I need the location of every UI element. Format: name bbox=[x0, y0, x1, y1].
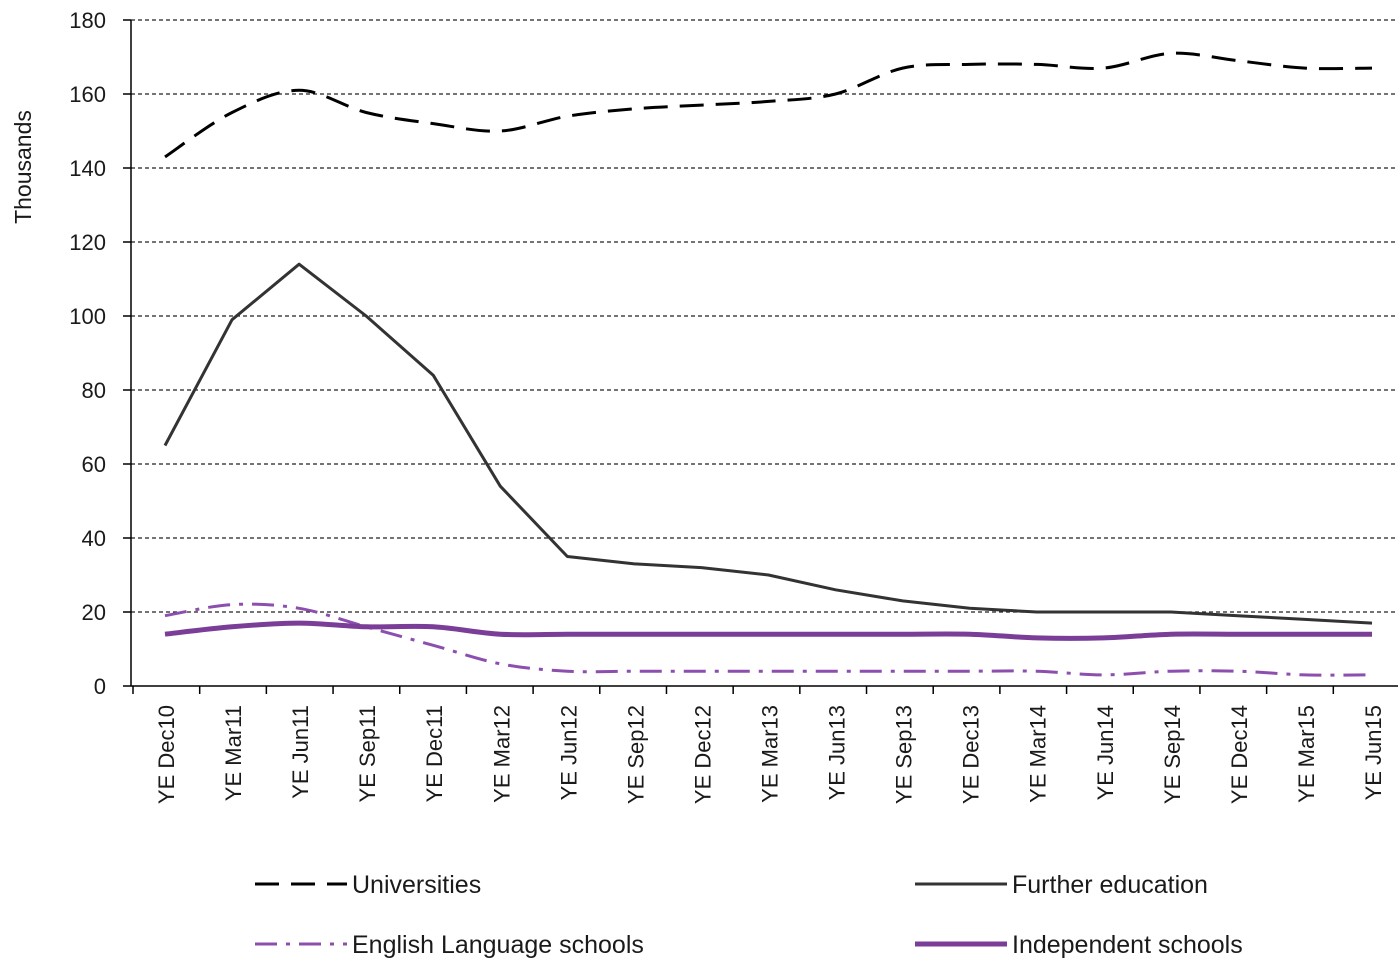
series-line-english-language-schools bbox=[164, 602, 1373, 677]
x-tick-label: YE Dec12 bbox=[690, 705, 715, 804]
series-line-further-education bbox=[163, 262, 1373, 625]
y-tick-label: 100 bbox=[69, 304, 106, 329]
x-tick-label: YE Jun13 bbox=[825, 705, 850, 800]
x-tick-label: YE Jun12 bbox=[556, 705, 581, 800]
y-tick-label: 120 bbox=[69, 230, 106, 255]
y-tick-label: 60 bbox=[82, 452, 106, 477]
series-lines bbox=[163, 51, 1373, 677]
x-tick-label: YE Sep14 bbox=[1160, 705, 1185, 804]
legend-label-independent-schools: Independent schools bbox=[1012, 931, 1243, 959]
x-tick-label: YE Jun14 bbox=[1093, 705, 1118, 800]
x-tick-label: YE Jun11 bbox=[288, 705, 313, 799]
x-tick-label: YE Jun15 bbox=[1361, 705, 1386, 800]
x-tick-label: YE Mar15 bbox=[1294, 705, 1319, 803]
x-tick-label: YE Mar11 bbox=[221, 705, 246, 801]
series-line-universities bbox=[164, 51, 1373, 159]
x-tick-label: YE Dec11 bbox=[422, 705, 447, 802]
x-axis: YE Dec10 YE Mar11 YE Jun11 YE Sep11 YE Dec11… bbox=[131, 685, 1398, 804]
x-tick-label: YE Mar14 bbox=[1026, 705, 1051, 803]
y-axis-title: Thousands bbox=[10, 110, 36, 224]
y-axis: 0 20 40 60 80 100 120 140 160 180 bbox=[69, 8, 132, 699]
series-line-independent-schools bbox=[164, 620, 1372, 641]
x-tick-label: YE Dec10 bbox=[154, 705, 179, 804]
legend-label-further-education: Further education bbox=[1012, 871, 1208, 899]
x-tick-label: YE Mar13 bbox=[758, 705, 783, 803]
legend: Universities Further education English Lan… bbox=[255, 871, 1243, 959]
y-tick-label: 40 bbox=[82, 526, 106, 551]
x-tick-label: YE Sep11 bbox=[355, 705, 380, 802]
y-tick-label: 80 bbox=[82, 378, 106, 403]
legend-label-english-language-schools: English Language schools bbox=[352, 931, 644, 959]
y-tick-label: 180 bbox=[69, 8, 106, 33]
y-tick-label: 0 bbox=[94, 674, 106, 699]
gridlines bbox=[131, 19, 1398, 613]
x-tick-label: YE Dec13 bbox=[959, 705, 984, 804]
x-tick-label: YE Sep12 bbox=[623, 705, 648, 804]
y-tick-label: 160 bbox=[69, 82, 106, 107]
x-tick-label: YE Mar12 bbox=[489, 705, 514, 803]
legend-label-universities: Universities bbox=[352, 871, 481, 899]
x-tick-label: YE Sep13 bbox=[892, 705, 917, 804]
y-tick-label: 20 bbox=[82, 600, 106, 625]
x-tick-label: YE Dec14 bbox=[1227, 705, 1252, 804]
y-tick-label: 140 bbox=[69, 156, 106, 181]
